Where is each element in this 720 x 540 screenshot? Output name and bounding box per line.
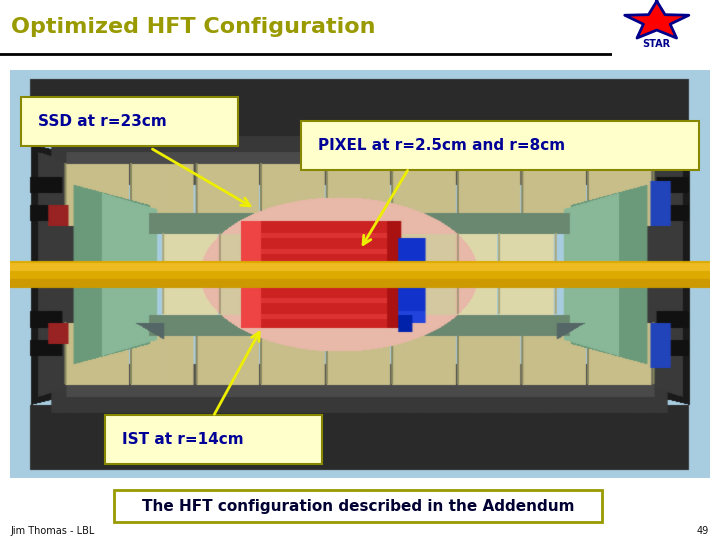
FancyBboxPatch shape	[21, 97, 238, 146]
Text: Jim Thomas - LBL: Jim Thomas - LBL	[11, 525, 95, 536]
Text: STAR: STAR	[643, 39, 671, 49]
Text: SSD at r=23cm: SSD at r=23cm	[38, 113, 167, 129]
Text: IST at r=14cm: IST at r=14cm	[122, 431, 243, 447]
Text: The HFT configuration described in the Addendum: The HFT configuration described in the A…	[142, 499, 575, 514]
Text: PIXEL at r=2.5cm and r=8cm: PIXEL at r=2.5cm and r=8cm	[318, 138, 565, 153]
FancyBboxPatch shape	[300, 121, 699, 170]
FancyBboxPatch shape	[104, 415, 322, 464]
Text: Optimized HFT Configuration: Optimized HFT Configuration	[11, 17, 376, 37]
Polygon shape	[625, 1, 689, 38]
Text: 49: 49	[697, 525, 709, 536]
